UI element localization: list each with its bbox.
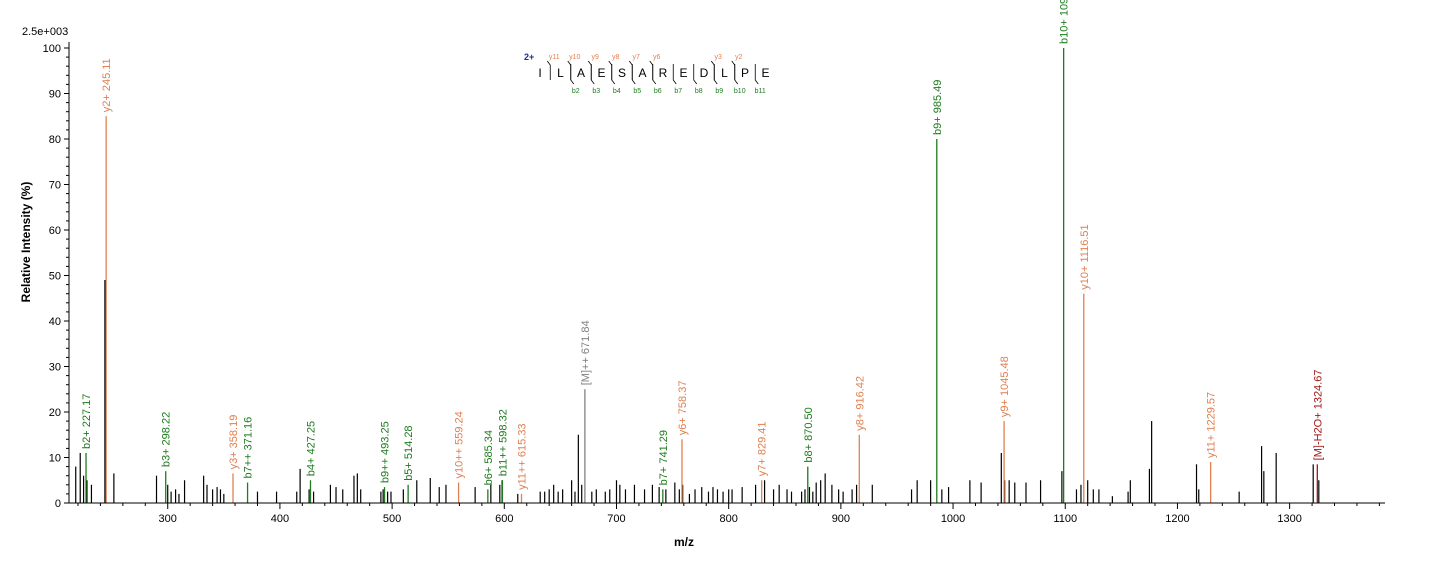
y-ion-bracket <box>649 60 654 80</box>
b-ion-bracket <box>611 64 616 85</box>
peak-label: y7+ 829.41 <box>757 422 769 477</box>
b-ion-bracket <box>652 64 657 85</box>
peak-label: b6+ 585.34 <box>483 430 495 485</box>
x-tick-label: 1100 <box>1053 513 1077 525</box>
b-ion-label: b6 <box>654 88 662 95</box>
peak-label: y10++ 559.24 <box>454 411 466 478</box>
sequence-residue: D <box>700 66 709 80</box>
peak-label: b7+ 741.29 <box>658 430 670 485</box>
y-ion-label: y7 <box>633 54 641 61</box>
sequence-residue: R <box>659 66 668 80</box>
sequence-residue: A <box>577 66 585 80</box>
b-ion-label: b8 <box>695 88 703 95</box>
b-ion-label: b11 <box>755 88 766 95</box>
b-ion-label: b10 <box>734 88 746 95</box>
b-ion-label: b7 <box>674 88 682 95</box>
peak-label: b5+ 514.28 <box>403 425 415 480</box>
b-ion-label: b3 <box>592 88 600 95</box>
y-ion-label: y8 <box>612 54 620 61</box>
sequence-residue: S <box>618 66 626 80</box>
x-axis-title: m/z <box>674 535 694 549</box>
b-ion-bracket <box>713 64 718 85</box>
sequence-residue: A <box>638 66 646 80</box>
y-ion-bracket <box>587 60 592 80</box>
b-ion-label: b9 <box>715 88 723 95</box>
y-ion-bracket <box>710 60 715 80</box>
y-tick-label: 50 <box>49 271 61 283</box>
y-ion-bracket <box>731 60 736 80</box>
peak-label: b9++ 493.25 <box>380 421 392 483</box>
sequence-residue: E <box>597 66 605 80</box>
y-ion-label: y2 <box>735 54 743 61</box>
b-ion-label: b5 <box>633 88 641 95</box>
y-ion-label: y10 <box>569 54 580 61</box>
x-tick-label: 700 <box>607 513 625 525</box>
peak-label: y2+ 245.11 <box>101 58 113 112</box>
sequence-residue: I <box>538 66 541 80</box>
y-ion-label: y11 <box>549 54 560 61</box>
y-tick-label: 20 <box>49 407 61 419</box>
y-tick-label: 0 <box>55 498 61 510</box>
y-ion-bracket <box>628 60 633 80</box>
b-ion-label: b2 <box>572 88 580 95</box>
y-tick-label: 40 <box>49 316 61 328</box>
peak-label: [M]++ 671.84 <box>580 320 592 385</box>
b-ion-bracket <box>754 64 759 85</box>
y-ion-bracket <box>546 60 551 80</box>
y-ion-label: y3 <box>715 54 723 61</box>
sequence-residue: P <box>741 66 749 80</box>
y-axis-title: Relative Intensity (%) <box>19 182 33 303</box>
b-ion-bracket <box>590 64 595 85</box>
x-tick-label: 300 <box>159 513 177 525</box>
peak-label: b11++ 598.32 <box>497 409 509 476</box>
peak-label: y6+ 758.37 <box>677 381 689 436</box>
y-ion-label: y6 <box>653 54 661 61</box>
peak-label: b10+ 1098.57 <box>1059 0 1071 44</box>
sequence-residue: L <box>557 66 564 80</box>
y-tick-label: 30 <box>49 362 61 374</box>
y-tick-label: 70 <box>49 180 61 192</box>
peak-label: b3+ 298.22 <box>161 412 173 467</box>
b-ion-bracket <box>672 64 677 85</box>
b-ion-bracket <box>693 64 698 85</box>
peak-label: y11+ 1229.57 <box>1206 392 1218 458</box>
b-ion-bracket <box>631 64 636 85</box>
peak-label: y9+ 1045.48 <box>999 356 1011 417</box>
x-tick-label: 1200 <box>1165 513 1189 525</box>
x-tick-label: 400 <box>271 513 289 525</box>
peak-label: b7++ 371.16 <box>243 417 255 479</box>
x-tick-label: 1000 <box>941 513 965 525</box>
peak-label: y8+ 916.42 <box>854 376 866 431</box>
b-ion-label: b4 <box>613 88 621 95</box>
sequence-residue: E <box>679 66 687 80</box>
y-tick-label: 80 <box>49 134 61 146</box>
peak-label: b8+ 870.50 <box>803 407 815 462</box>
peak-label: y10+ 1116.51 <box>1079 224 1091 289</box>
x-tick-label: 800 <box>720 513 738 525</box>
y-ion-bracket <box>608 60 613 80</box>
intensity-scale-label: 2.5e+003 <box>22 26 68 38</box>
y-tick-label: 60 <box>49 225 61 237</box>
sequence-residue: E <box>761 66 769 80</box>
b-ion-bracket <box>734 64 739 85</box>
sequence-residue: L <box>721 66 728 80</box>
y-tick-label: 10 <box>49 453 61 465</box>
peak-label: y11++ 615.33 <box>516 423 528 489</box>
x-tick-label: 900 <box>832 513 850 525</box>
peak-label: b2+ 227.17 <box>81 394 93 449</box>
y-ion-bracket <box>567 60 572 80</box>
x-tick-label: 1300 <box>1277 513 1301 525</box>
peak-label: y3+ 358.19 <box>228 415 240 470</box>
x-tick-label: 500 <box>383 513 401 525</box>
precursor-charge-label: 2+ <box>524 52 534 62</box>
peak-label: [M]-H2O+ 1324.67 <box>1312 370 1324 461</box>
y-ion-label: y9 <box>592 54 600 61</box>
x-tick-label: 600 <box>495 513 513 525</box>
b-ion-bracket <box>570 64 575 85</box>
peak-label: b4+ 427.25 <box>305 421 317 476</box>
y-tick-label: 100 <box>43 43 61 55</box>
y-tick-label: 90 <box>49 89 61 101</box>
peak-label: b9+ 985.49 <box>932 80 944 135</box>
